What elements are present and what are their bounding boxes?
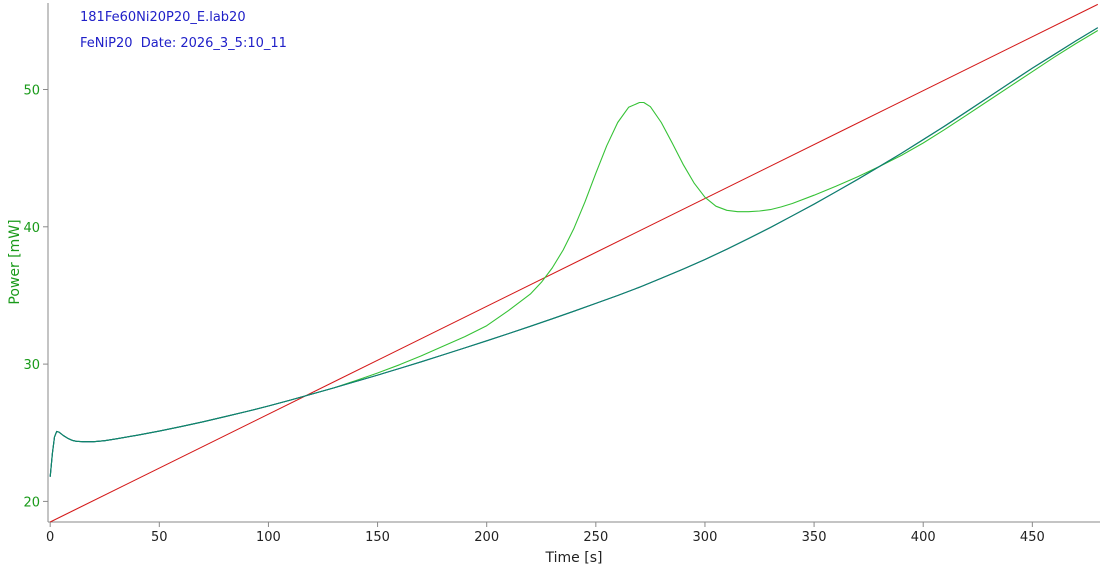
x-tick-label: 150 <box>365 530 390 545</box>
x-tick-label: 50 <box>151 530 168 545</box>
series-line-3 <box>49 30 1099 477</box>
ticks-group: 0 50 100 150 200 250 300 350 400 450 20 30 40 50 <box>23 84 1044 546</box>
x-tick-label: 450 <box>1020 530 1045 545</box>
y-tick-label: 30 <box>23 358 40 373</box>
y-tick-label: 20 <box>23 495 40 510</box>
y-axis-label: Power [mW] <box>7 219 23 304</box>
x-tick-label: 350 <box>802 530 827 545</box>
file-name-header: 181Fe60Ni20P20_E.lab20 <box>80 10 246 25</box>
x-tick-label: 300 <box>693 530 718 545</box>
series-group <box>49 3 1099 523</box>
x-tick-label: 250 <box>583 530 608 545</box>
y-tick-label: 40 <box>23 221 40 236</box>
series-line-4 <box>49 3 1099 523</box>
series-line-1 <box>49 27 1099 477</box>
x-tick-label: 400 <box>911 530 936 545</box>
x-axis-label: Time [s] <box>545 550 603 566</box>
x-tick-label: 100 <box>256 530 281 545</box>
series-line-2 <box>49 27 1099 477</box>
y-tick-label: 50 <box>23 84 40 99</box>
x-tick-label: 200 <box>474 530 499 545</box>
sample-date-header: FeNiP20 Date: 2026_3_5:10_11 <box>80 36 287 51</box>
x-tick-label: 0 <box>46 530 54 545</box>
